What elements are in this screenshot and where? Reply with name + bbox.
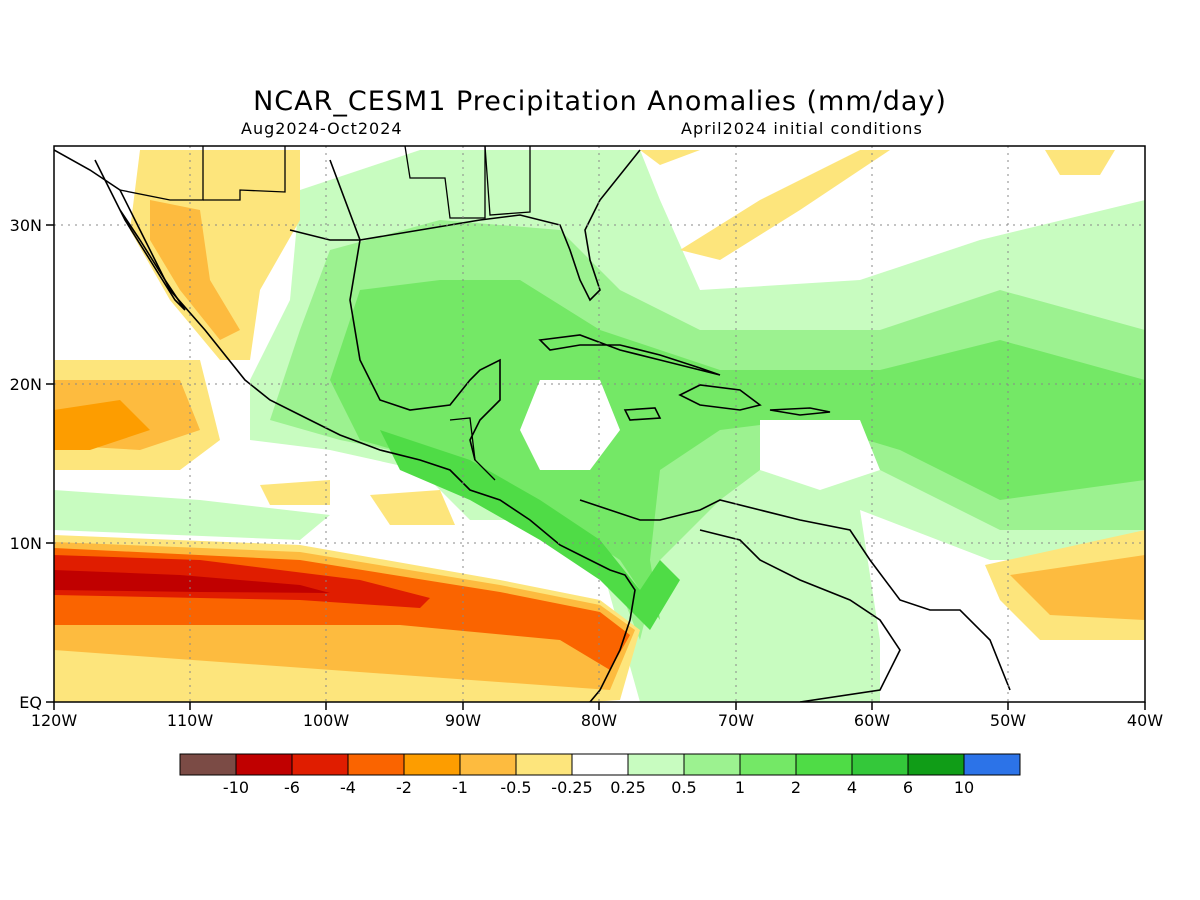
orange-anomaly-region [54,400,150,450]
longitude-label: 40W [1127,711,1163,730]
colorbar-swatch [291,753,349,776]
colorbar-swatch [235,753,293,776]
longitude-label: 80W [581,711,617,730]
colorbar-swatch [179,753,237,776]
coastlines [54,149,1011,702]
orange-anomaly-region [260,480,330,505]
longitude-label: 110W [167,711,214,730]
colorbar-swatch [851,753,909,776]
colorbar-swatch [627,753,685,776]
axis-ticks [46,224,1146,710]
longitude-label: 100W [303,711,350,730]
latitude-label: EQ [19,693,42,712]
colorbar-label: -10 [223,778,249,797]
colorbar-label: -2 [396,778,412,797]
colorbar-label: 10 [954,778,974,797]
colorbar-label: -0.5 [500,778,531,797]
colorbar-swatch [403,753,461,776]
colorbar-label: -4 [340,778,356,797]
colorbar-swatch [739,753,797,776]
orange-anomaly-region [640,150,700,165]
latitude-label: 30N [10,216,42,235]
longitude-label: 90W [445,711,481,730]
initial-conditions: April2024 initial conditions [681,119,923,138]
latitude-labels: EQ 10N 20N 30N [10,216,42,712]
colorbar-label: 6 [903,778,913,797]
forecast-period: Aug2024-Oct2024 [241,119,403,138]
colorbar-swatch [571,753,629,776]
longitude-label: 120W [31,711,78,730]
latitude-label: 20N [10,375,42,394]
neutral-region [520,380,620,470]
green-anomaly-region [380,430,680,630]
orange-anomaly-region [1045,150,1115,175]
longitude-labels: 120W 110W 100W 90W 80W 70W 60W 50W 40W [31,711,1163,730]
latitude-label: 10N [10,534,42,553]
colorbar-label: 0.5 [671,778,696,797]
orange-anomaly-region [150,200,240,340]
anomaly-field [54,146,1145,702]
colorbar-label: 0.25 [610,778,646,797]
orange-anomaly-region [1010,555,1145,620]
green-anomaly-region [330,280,1145,620]
map-title: NCAR_CESM1 Precipitation Anomalies (mm/d… [253,86,947,117]
borders [119,146,531,481]
orange-anomaly-region [130,150,300,360]
orange-anomaly-region [370,490,455,525]
longitude-label: 60W [854,711,890,730]
orange-anomaly-region [54,570,330,593]
colorbar-label: -0.25 [551,778,592,797]
colorbar-swatch [347,753,405,776]
longitude-label: 50W [990,711,1026,730]
colorbar-label: 4 [847,778,857,797]
neutral-region [760,420,880,490]
colorbar-label: 1 [735,778,745,797]
colorbar-label: -6 [284,778,300,797]
colorbar-labels: -10 -6 -4 -2 -1 -0.5 -0.25 0.25 0.5 1 2 4 6 10 [223,778,974,797]
colorbar-swatch [459,753,517,776]
gridlines [54,146,1145,702]
colorbar [179,753,1021,776]
longitude-label: 70W [718,711,754,730]
colorbar-swatch [963,753,1021,776]
orange-anomaly-region [680,150,890,260]
colorbar-swatch [795,753,853,776]
colorbar-swatch [515,753,573,776]
colorbar-label: 2 [791,778,801,797]
colorbar-swatch [907,753,965,776]
colorbar-label: -1 [452,778,468,797]
green-anomaly-region [54,490,330,540]
colorbar-swatch [683,753,741,776]
